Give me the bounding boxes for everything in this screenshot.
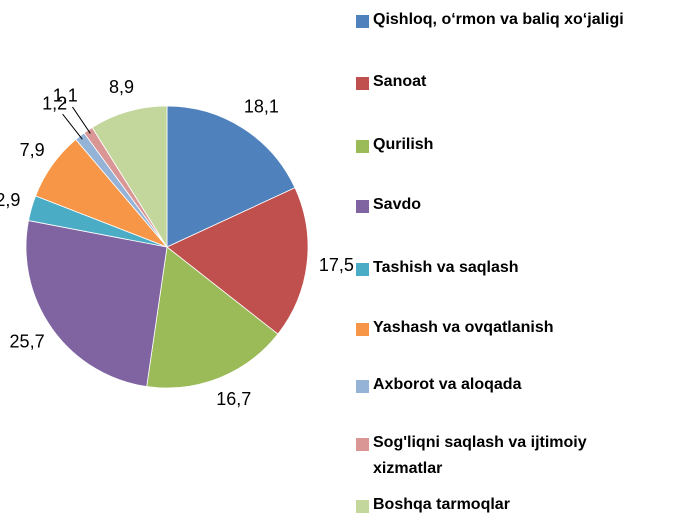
legend-swatch <box>356 438 369 451</box>
leader-line <box>72 106 91 134</box>
legend-swatch <box>356 500 369 513</box>
pie-slice <box>166 105 296 248</box>
data-label: 7,9 <box>20 140 45 160</box>
legend-swatch <box>356 263 369 276</box>
data-label: 18,1 <box>244 97 279 117</box>
legend-swatch <box>356 323 369 336</box>
legend-label: Savdo <box>373 196 422 213</box>
legend-swatch <box>356 380 369 393</box>
pie-slice <box>25 220 168 387</box>
legend-label: Sog'liqni saqlash va ijtimoiy xizmatlar <box>373 434 587 477</box>
pie-slice <box>166 187 309 335</box>
legend-swatch <box>356 77 369 90</box>
data-label: 2,9 <box>0 190 20 210</box>
data-label: 16,7 <box>216 389 251 409</box>
legend-label: Axborot va aloqada <box>373 376 522 393</box>
legend-item: Axborot va aloqada <box>356 376 638 398</box>
legend-label: Tashish va saqlash <box>373 259 519 276</box>
legend-swatch <box>356 200 369 213</box>
pie-slice <box>91 105 168 249</box>
data-label: 17,5 <box>319 255 354 275</box>
legend-item: Tashish va saqlash <box>356 259 638 281</box>
data-label: 1,2 <box>42 93 67 113</box>
legend-label: Qurilish <box>373 136 434 153</box>
legend-label: Sanoat <box>373 73 427 90</box>
legend-item: Qurilish <box>356 136 638 158</box>
legend-swatch <box>356 15 369 28</box>
data-label: 1,1 <box>53 86 78 106</box>
legend-item: Boshqa tarmoqlar <box>356 496 638 518</box>
pie-slice <box>146 246 279 389</box>
legend-label: Boshqa tarmoqlar <box>373 496 510 513</box>
legend-item: Yashash va ovqatlanish <box>356 319 638 341</box>
legend-label: Qishloq, o‘rmon va baliq xo‘jaligi <box>373 11 624 28</box>
legend-item: Sanoat <box>356 73 638 95</box>
legend-item: Sog'liqni saqlash va ijtimoiy xizmatlar <box>356 434 638 482</box>
legend-item: Qishloq, o‘rmon va baliq xo‘jaligi <box>356 11 638 33</box>
leader-line <box>62 113 83 140</box>
legend-item: Savdo <box>356 196 638 218</box>
data-label: 8,9 <box>109 77 134 97</box>
data-label: 25,7 <box>10 331 45 351</box>
legend-label: Yashash va ovqatlanish <box>373 319 554 336</box>
legend-swatch <box>356 140 369 153</box>
